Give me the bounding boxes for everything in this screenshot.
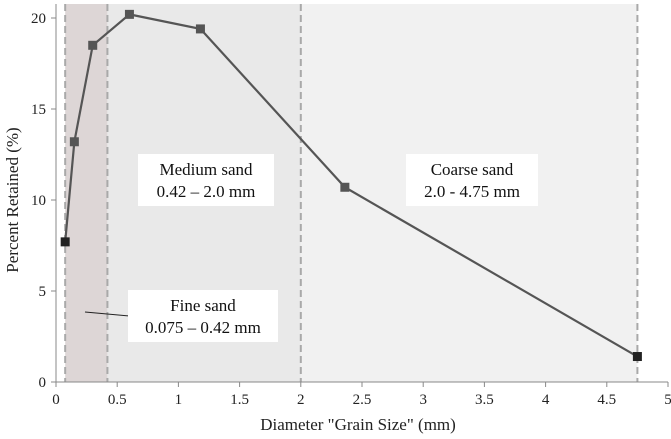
x-tick-label-1: 0.5 xyxy=(108,392,127,408)
region-fine-label-line-0: Fine sand xyxy=(170,296,236,315)
region-fine-band xyxy=(65,4,108,382)
region-medium-label-line-0: Medium sand xyxy=(159,160,253,179)
data-point-1 xyxy=(69,137,79,147)
region-fine-label-box xyxy=(128,290,278,342)
x-tick-label-7: 3.5 xyxy=(475,392,494,408)
data-point-5 xyxy=(340,182,350,192)
region-fine-pointer xyxy=(84,311,131,317)
x-tick-label-10: 5 xyxy=(664,392,671,408)
data-point-4 xyxy=(195,24,205,34)
data-point-2 xyxy=(88,40,98,50)
y-tick-label-1: 5 xyxy=(39,284,47,300)
y-tick-label-0: 0 xyxy=(39,375,47,391)
x-tick-label-6: 3 xyxy=(419,392,427,408)
region-medium-label-line-1: 0.42 – 2.0 mm xyxy=(157,182,256,201)
region-medium-label-box xyxy=(138,154,274,206)
data-point-3 xyxy=(124,9,134,19)
y-axis-title: Percent Retained (%) xyxy=(3,127,22,272)
axes-layer: 0 0.5 1 1.5 2 2.5 3 3.5 4 4.5 5 0 5 10 15 20 xyxy=(31,4,671,408)
x-tick-label-3: 1.5 xyxy=(230,392,249,408)
data-point-0 xyxy=(60,237,70,247)
x-tick-label-4: 2 xyxy=(297,392,305,408)
data-point-6 xyxy=(632,352,642,362)
region-coarse-label-line-1: 2.0 - 4.75 mm xyxy=(424,182,520,201)
region-fine-label-line-1: 0.075 – 0.42 mm xyxy=(145,318,261,337)
x-tick-label-0: 0 xyxy=(52,392,60,408)
y-tick-label-2: 10 xyxy=(31,193,46,209)
series-layer xyxy=(60,9,642,362)
region-coarse-label-box xyxy=(406,154,538,206)
x-tick-label-2: 1 xyxy=(175,392,183,408)
y-tick-label-4: 20 xyxy=(31,11,46,27)
x-tick-label-5: 2.5 xyxy=(353,392,372,408)
y-tick-label-3: 15 xyxy=(31,102,46,118)
x-tick-label-9: 4.5 xyxy=(597,392,616,408)
x-axis-title: Diameter "Grain Size" (mm) xyxy=(260,415,456,434)
labels-layer: Fine sand 0.075 – 0.42 mm Medium sand 0.42 … xyxy=(84,154,538,342)
region-coarse-label-line-0: Coarse sand xyxy=(431,160,514,179)
x-tick-label-8: 4 xyxy=(542,392,550,408)
